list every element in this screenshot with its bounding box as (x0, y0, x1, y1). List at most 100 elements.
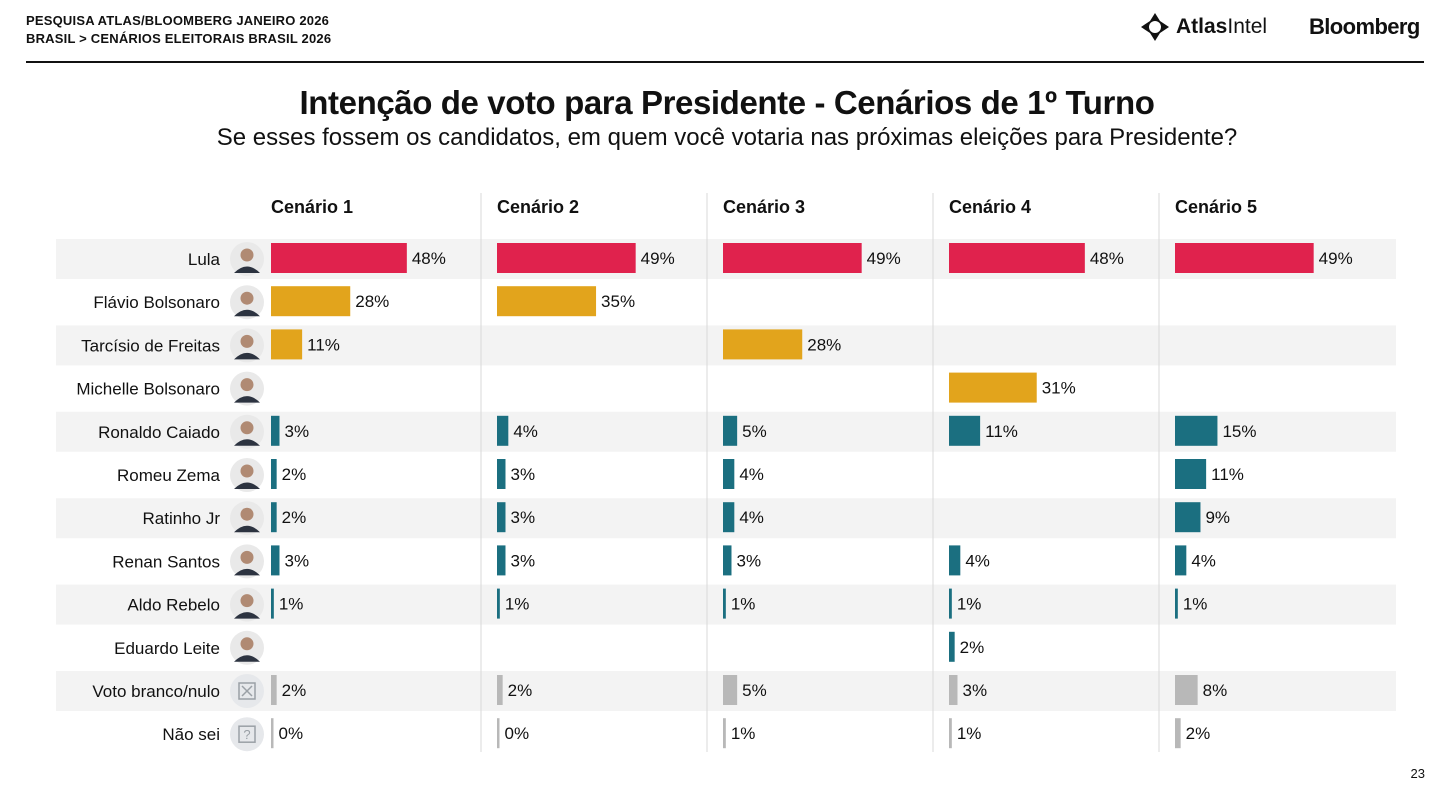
column-header-cenario-4: Cenário 4 (949, 197, 1031, 217)
bar-cenario-3-nao-sei (723, 718, 726, 749)
row-label-flavio-bolsonaro: Flávio Bolsonaro (93, 293, 220, 312)
value-label-cenario-5-voto-branco-nulo: 8% (1203, 681, 1228, 700)
bar-cenario-4-renan-santos (949, 545, 961, 576)
row-shade-aldo-rebelo (56, 584, 1396, 625)
bar-cenario-1-flavio-bolsonaro (271, 286, 351, 317)
value-label-cenario-2-renan-santos: 3% (510, 551, 535, 570)
bar-cenario-5-ronaldo-caiado (1175, 415, 1218, 446)
page-number: 23 (1410, 766, 1425, 781)
bar-cenario-2-renan-santos (497, 545, 506, 576)
value-label-cenario-4-aldo-rebelo: 1% (957, 595, 982, 614)
value-label-cenario-5-romeu-zema: 11% (1211, 465, 1244, 484)
avatar-body-lula (234, 266, 260, 273)
value-label-cenario-3-ronaldo-caiado: 5% (742, 422, 767, 441)
bar-cenario-3-romeu-zema (723, 459, 735, 489)
avatar-head-ronaldo-caiado (240, 421, 254, 435)
bar-cenario-5-ratinho-jr (1175, 502, 1201, 533)
value-label-cenario-4-ronaldo-caiado: 11% (985, 422, 1018, 441)
value-label-cenario-1-ratinho-jr: 2% (282, 508, 307, 527)
value-label-cenario-5-lula: 49% (1319, 249, 1353, 268)
value-label-cenario-1-ronaldo-caiado: 3% (284, 422, 309, 441)
value-label-cenario-5-aldo-rebelo: 1% (1183, 595, 1208, 614)
value-label-cenario-4-voto-branco-nulo: 3% (962, 681, 987, 700)
atlasintel-mark-icon (1141, 13, 1169, 41)
value-label-cenario-4-renan-santos: 4% (965, 551, 990, 570)
value-label-cenario-3-ratinho-jr: 4% (739, 508, 764, 527)
bar-cenario-5-romeu-zema (1175, 459, 1207, 489)
column-header-cenario-3: Cenário 3 (723, 197, 805, 217)
column-header-cenario-2: Cenário 2 (497, 197, 579, 217)
avatar-body-romeu-zema (234, 482, 260, 489)
avatar-body-flavio-bolsonaro (234, 309, 260, 317)
chart-title: Intenção de voto para Presidente - Cenár… (299, 84, 1155, 121)
ballot-box-shape (238, 682, 256, 700)
avatar-head-ratinho-jr (240, 507, 254, 521)
bloomberg-logo: Bloomberg (1309, 14, 1420, 39)
value-label-cenario-5-ratinho-jr: 9% (1205, 508, 1230, 527)
bar-cenario-1-aldo-rebelo (271, 588, 274, 619)
value-label-cenario-2-ronaldo-caiado: 4% (513, 422, 538, 441)
bar-cenario-4-ronaldo-caiado (949, 415, 981, 446)
avatar-body-tarcisio-de-freitas (234, 352, 260, 360)
avatar-body-aldo-rebelo (234, 612, 260, 619)
bar-cenario-2-flavio-bolsonaro (497, 286, 597, 317)
bar-cenario-2-voto-branco-nulo (497, 675, 503, 705)
avatar-head-renan-santos (240, 550, 254, 564)
bar-cenario-1-lula (271, 243, 407, 273)
breadcrumb: BRASIL > CENÁRIOS ELEITORAIS BRASIL 2026 (26, 31, 332, 46)
report-header: PESQUISA ATLAS/BLOOMBERG JANEIRO 2026 BR… (26, 12, 331, 48)
row-label-renan-santos: Renan Santos (112, 552, 220, 571)
value-label-cenario-4-lula: 48% (1090, 249, 1124, 268)
bar-cenario-5-renan-santos (1175, 545, 1187, 576)
avatar-head-michelle-bolsonaro (240, 378, 254, 392)
header-divider (26, 61, 1424, 63)
value-label-cenario-1-romeu-zema: 2% (282, 465, 307, 484)
bar-cenario-2-aldo-rebelo (497, 588, 500, 619)
bar-cenario-5-aldo-rebelo (1175, 588, 1178, 619)
bar-cenario-1-romeu-zema (271, 459, 277, 489)
atlasintel-wordmark: AtlasIntel (1176, 15, 1268, 38)
bar-cenario-3-voto-branco-nulo (723, 675, 738, 705)
ballot-x-stroke-2 (241, 685, 253, 697)
value-label-cenario-3-renan-santos: 3% (736, 551, 761, 570)
avatar-head-lula (240, 248, 254, 262)
value-label-cenario-1-voto-branco-nulo: 2% (282, 681, 307, 700)
value-label-cenario-2-flavio-bolsonaro: 35% (601, 292, 635, 311)
avatar-body-renan-santos (234, 568, 260, 576)
value-label-cenario-1-flavio-bolsonaro: 28% (355, 292, 389, 311)
value-label-cenario-4-michelle-bolsonaro: 31% (1042, 379, 1076, 398)
bar-cenario-2-ronaldo-caiado (497, 415, 509, 446)
value-label-cenario-2-aldo-rebelo: 1% (505, 595, 530, 614)
column-header-cenario-5: Cenário 5 (1175, 197, 1257, 217)
bar-cenario-4-nao-sei (949, 718, 952, 749)
bar-cenario-2-romeu-zema (497, 459, 506, 489)
value-label-cenario-1-tarcisio-de-freitas: 11% (307, 335, 340, 354)
avatar-body-ratinho-jr (234, 525, 260, 533)
value-label-cenario-3-lula: 49% (867, 249, 901, 268)
question-box-shape (238, 725, 256, 743)
bar-cenario-3-ratinho-jr (723, 502, 735, 533)
row-label-lula: Lula (188, 250, 221, 269)
value-label-cenario-1-renan-santos: 3% (284, 551, 309, 570)
value-label-cenario-3-voto-branco-nulo: 5% (742, 681, 767, 700)
value-label-cenario-1-lula: 48% (412, 249, 446, 268)
row-label-voto-branco-nulo: Voto branco/nulo (92, 682, 220, 701)
bar-cenario-4-michelle-bolsonaro (949, 372, 1037, 403)
avatar-body-ronaldo-caiado (234, 439, 260, 446)
value-label-cenario-3-aldo-rebelo: 1% (731, 595, 756, 614)
bar-cenario-1-tarcisio-de-freitas (271, 329, 303, 360)
avatar-head-aldo-rebelo (240, 594, 254, 608)
value-label-cenario-2-romeu-zema: 3% (510, 465, 535, 484)
value-label-cenario-2-lula: 49% (641, 249, 675, 268)
bar-cenario-5-voto-branco-nulo (1175, 675, 1198, 705)
bar-cenario-1-renan-santos (271, 545, 280, 576)
value-label-cenario-2-nao-sei: 0% (505, 724, 530, 743)
row-label-aldo-rebelo: Aldo Rebelo (127, 596, 220, 615)
bar-cenario-3-lula (723, 243, 862, 273)
value-label-cenario-4-nao-sei: 1% (957, 724, 982, 743)
row-label-eduardo-leite: Eduardo Leite (114, 639, 220, 658)
value-label-cenario-1-aldo-rebelo: 1% (279, 595, 304, 614)
bar-cenario-3-ronaldo-caiado (723, 415, 738, 446)
bar-cenario-1-ronaldo-caiado (271, 415, 280, 446)
